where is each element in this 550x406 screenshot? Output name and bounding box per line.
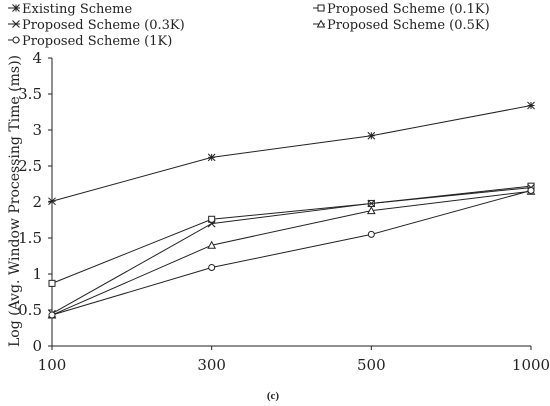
data-point-x <box>207 219 216 228</box>
y-tick-label: 4 <box>32 49 42 67</box>
data-point-x <box>367 199 376 208</box>
legend-item: Existing Scheme <box>8 2 132 17</box>
x-tick-label: 100 <box>38 356 67 374</box>
legend-item: Proposed Scheme (1K) <box>8 34 172 49</box>
y-tick-label: 3.5 <box>18 85 42 103</box>
legend-item: Proposed Scheme (0.3K) <box>8 18 185 33</box>
x-tick-label: 300 <box>197 356 226 374</box>
y-tick-label: 1.5 <box>18 229 42 247</box>
data-point-triangle <box>207 240 217 249</box>
data-point-triangle <box>366 206 376 215</box>
data-point-circle <box>208 264 216 272</box>
legend-marker-triangle <box>316 19 326 28</box>
y-tick-label: 1 <box>32 265 42 283</box>
series-line <box>51 105 532 202</box>
series-square <box>48 182 535 287</box>
series-layer <box>47 101 536 319</box>
data-point-circle <box>527 186 535 194</box>
legend-marker-asterisk <box>12 4 20 12</box>
data-point-asterisk <box>48 197 56 206</box>
data-point-square <box>48 279 56 287</box>
axes: 0 0.5 1 1.5 2 2.5 3 3.5 4 100 300 500 1000 <box>18 49 550 374</box>
legend-marker-circle <box>12 36 20 44</box>
x-tick-label: 500 <box>357 356 386 374</box>
series-line <box>51 187 532 315</box>
legend-item: Proposed Scheme (0.1K) <box>313 2 490 17</box>
series-line <box>51 190 532 316</box>
series-triangle <box>47 186 536 319</box>
x-tick-label: 1000 <box>512 356 550 374</box>
y-axis-label: Log (Avg. Window Processing Time (ms)) <box>7 55 23 347</box>
legend: Existing Scheme Proposed Scheme (0.1K)Pro… <box>8 2 490 49</box>
data-point-square <box>208 215 216 223</box>
series-circle <box>48 186 535 319</box>
series-line <box>51 189 532 316</box>
legend-label: Proposed Scheme (1K) <box>22 34 172 49</box>
data-point-circle <box>48 311 56 319</box>
data-point-asterisk <box>207 153 216 162</box>
y-tick-label: 2 <box>32 193 42 211</box>
y-tick-label: 3 <box>32 121 42 139</box>
data-point-asterisk <box>527 101 535 110</box>
data-point-circle <box>367 230 375 238</box>
y-tick-label: 2.5 <box>18 157 42 175</box>
y-tick-label: 0 <box>32 337 42 355</box>
legend-item: Proposed Scheme (0.5K) <box>313 18 490 33</box>
series-asterisk <box>48 101 535 206</box>
legend-marker-square <box>317 4 325 12</box>
legend-label: Proposed Scheme (0.5K) <box>327 18 490 33</box>
legend-label: Proposed Scheme (0.3K) <box>22 18 185 33</box>
series-line <box>51 185 532 284</box>
legend-label: Proposed Scheme (0.1K) <box>327 2 490 17</box>
y-tick-label: 0.5 <box>18 301 42 319</box>
data-point-asterisk <box>367 131 376 140</box>
legend-marker-x <box>12 20 20 28</box>
figure-caption: (c) <box>267 390 280 402</box>
legend-label: Existing Scheme <box>22 2 132 17</box>
